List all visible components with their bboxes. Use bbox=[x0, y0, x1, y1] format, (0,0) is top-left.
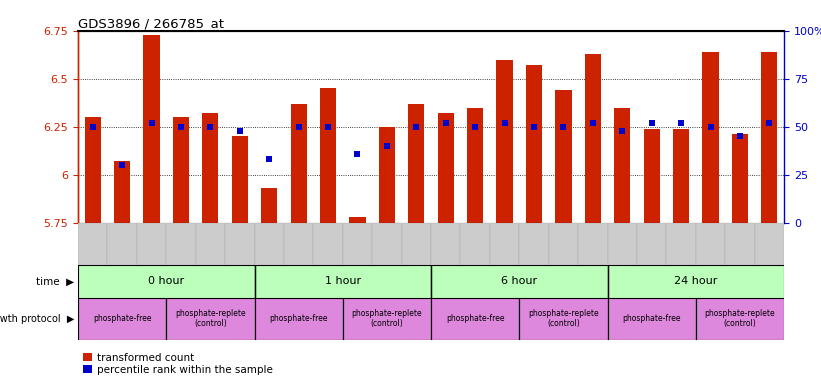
Bar bbox=[291, 104, 307, 223]
Text: 1 hour: 1 hour bbox=[324, 276, 361, 286]
Bar bbox=[173, 117, 189, 223]
Text: GDS3896 / 266785_at: GDS3896 / 266785_at bbox=[78, 17, 224, 30]
Bar bbox=[519, 298, 608, 340]
Bar bbox=[548, 223, 578, 265]
Text: 0 hour: 0 hour bbox=[148, 276, 185, 286]
Bar bbox=[467, 108, 484, 223]
Bar bbox=[166, 298, 255, 340]
Bar bbox=[490, 223, 519, 265]
Bar bbox=[555, 90, 571, 223]
Bar bbox=[614, 108, 631, 223]
Bar bbox=[608, 298, 695, 340]
Bar bbox=[608, 223, 637, 265]
Bar bbox=[108, 223, 137, 265]
Bar bbox=[144, 35, 159, 223]
Bar bbox=[78, 265, 255, 298]
Text: phosphate-replete
(control): phosphate-replete (control) bbox=[528, 309, 599, 328]
Bar bbox=[644, 129, 660, 223]
Bar bbox=[431, 265, 608, 298]
Bar bbox=[261, 188, 277, 223]
Bar bbox=[696, 298, 784, 340]
Bar bbox=[350, 217, 365, 223]
Text: 24 hour: 24 hour bbox=[674, 276, 718, 286]
Text: phosphate-replete
(control): phosphate-replete (control) bbox=[175, 309, 245, 328]
Bar bbox=[438, 113, 454, 223]
Bar bbox=[166, 223, 195, 265]
Bar bbox=[232, 136, 248, 223]
Text: 6 hour: 6 hour bbox=[501, 276, 538, 286]
Bar bbox=[78, 223, 108, 265]
Bar bbox=[408, 104, 424, 223]
Bar bbox=[114, 161, 131, 223]
Bar bbox=[255, 265, 431, 298]
Bar bbox=[225, 223, 255, 265]
Bar bbox=[519, 223, 548, 265]
Bar bbox=[725, 223, 754, 265]
Bar bbox=[667, 223, 695, 265]
Text: phosphate-free: phosphate-free bbox=[446, 314, 504, 323]
Bar bbox=[137, 223, 166, 265]
Bar bbox=[378, 127, 395, 223]
Bar bbox=[78, 298, 166, 340]
Bar bbox=[461, 223, 490, 265]
Bar bbox=[585, 54, 601, 223]
Bar bbox=[202, 113, 218, 223]
Bar bbox=[761, 52, 777, 223]
Bar bbox=[401, 223, 431, 265]
Bar bbox=[85, 117, 101, 223]
Bar bbox=[754, 223, 784, 265]
Bar bbox=[320, 88, 336, 223]
Bar bbox=[578, 223, 608, 265]
Text: growth protocol  ▶: growth protocol ▶ bbox=[0, 314, 74, 324]
Bar bbox=[608, 265, 784, 298]
Bar bbox=[732, 134, 748, 223]
Text: phosphate-free: phosphate-free bbox=[93, 314, 151, 323]
Bar bbox=[255, 223, 284, 265]
Bar bbox=[431, 223, 461, 265]
Bar bbox=[497, 60, 512, 223]
Text: phosphate-replete
(control): phosphate-replete (control) bbox=[351, 309, 422, 328]
Text: phosphate-replete
(control): phosphate-replete (control) bbox=[704, 309, 775, 328]
Bar bbox=[343, 223, 372, 265]
Bar bbox=[696, 223, 725, 265]
Bar bbox=[703, 52, 718, 223]
Text: phosphate-free: phosphate-free bbox=[622, 314, 681, 323]
Bar bbox=[284, 223, 314, 265]
Legend: transformed count, percentile rank within the sample: transformed count, percentile rank withi… bbox=[83, 353, 273, 375]
Text: time  ▶: time ▶ bbox=[36, 276, 74, 286]
Bar bbox=[255, 298, 343, 340]
Bar bbox=[343, 298, 431, 340]
Bar bbox=[195, 223, 225, 265]
Bar bbox=[673, 129, 689, 223]
Bar bbox=[314, 223, 343, 265]
Bar bbox=[637, 223, 667, 265]
Text: phosphate-free: phosphate-free bbox=[269, 314, 328, 323]
Bar bbox=[431, 298, 519, 340]
Bar bbox=[526, 65, 542, 223]
Bar bbox=[372, 223, 401, 265]
